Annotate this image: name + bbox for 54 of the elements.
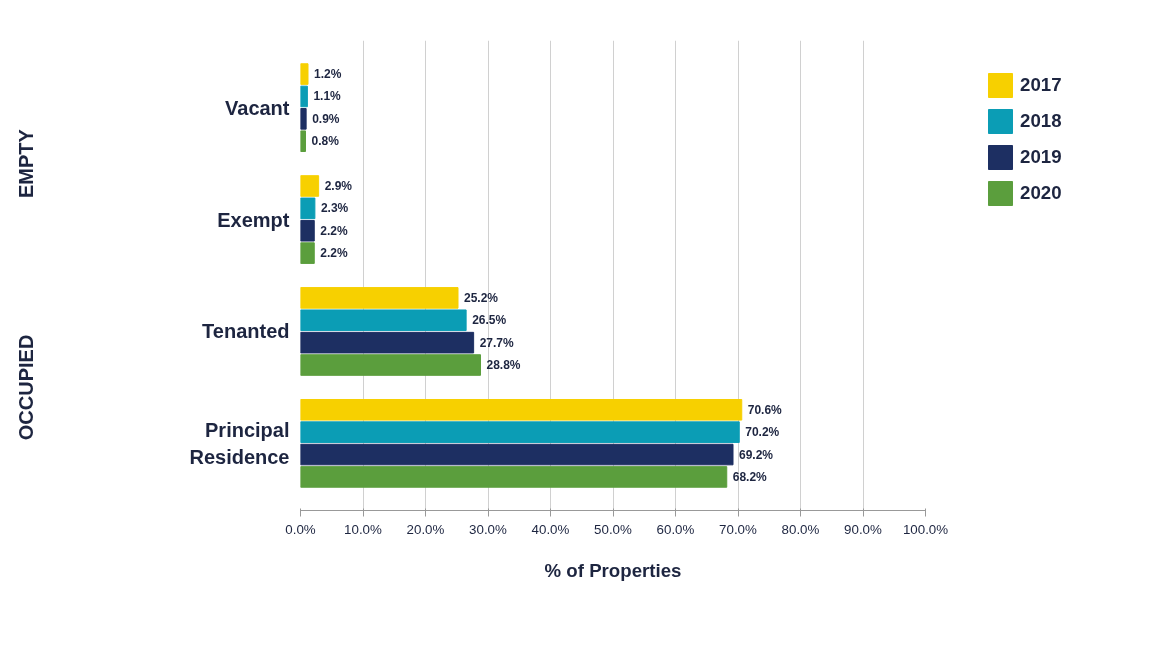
data-label: 2.9% xyxy=(324,178,353,193)
data-label: 70.6% xyxy=(747,402,783,417)
data-label: 70.2% xyxy=(745,425,780,440)
bar xyxy=(300,398,743,421)
x-tick-label: 70.0% xyxy=(719,521,758,537)
x-tick-label: 20.0% xyxy=(406,521,445,537)
data-label: 0.9% xyxy=(312,111,340,126)
y-tick-label: Principal Residence xyxy=(189,419,290,468)
data-label: 68.2% xyxy=(732,469,768,484)
data-label: 0.8% xyxy=(311,134,340,149)
bar xyxy=(300,354,481,376)
x-axis-title: % of Properties xyxy=(544,559,682,581)
data-label: 69.2% xyxy=(739,447,774,462)
text: OCCUPIED xyxy=(14,334,37,441)
data-label: 1.2% xyxy=(314,67,342,82)
bar xyxy=(300,466,728,488)
bar xyxy=(300,443,734,466)
bar xyxy=(300,108,307,130)
bar xyxy=(300,219,315,242)
x-tick-label: 30.0% xyxy=(469,521,508,537)
y-tick-label: Tenanted xyxy=(202,320,290,343)
data-label: 2.2% xyxy=(320,223,348,238)
legend-label: 2018 xyxy=(1020,110,1062,132)
bar xyxy=(300,309,467,332)
data-label: 28.8% xyxy=(486,358,521,373)
x-tick-label: 90.0% xyxy=(844,521,883,537)
legend-label: 2017 xyxy=(1020,74,1062,96)
bar xyxy=(300,421,740,443)
data-label: 27.7% xyxy=(479,335,514,350)
data-label: 2.2% xyxy=(320,246,348,261)
text: EMPTY xyxy=(14,128,37,199)
bar xyxy=(300,331,475,354)
legend-label: 2020 xyxy=(1020,182,1062,204)
bar xyxy=(300,287,459,309)
x-tick-label: 80.0% xyxy=(781,521,820,537)
x-tick-label: 50.0% xyxy=(594,521,633,537)
bar xyxy=(300,197,316,220)
bar xyxy=(300,242,315,264)
bar xyxy=(300,85,308,108)
bar xyxy=(300,175,320,197)
bar xyxy=(300,63,309,85)
legend-label: 2019 xyxy=(1020,146,1062,168)
x-tick-label: 40.0% xyxy=(531,521,570,537)
data-label: 26.5% xyxy=(472,313,507,328)
x-tick-label: 10.0% xyxy=(344,521,383,537)
data-label: 25.2% xyxy=(464,290,499,305)
y-tick-label: Vacant xyxy=(225,96,290,119)
x-tick-label: 60.0% xyxy=(656,521,695,537)
y-tick-label: Exempt xyxy=(217,208,290,231)
x-tick-label: 0.0% xyxy=(285,521,316,537)
data-label: 2.3% xyxy=(320,201,349,216)
data-label: 1.1% xyxy=(313,89,342,104)
bar xyxy=(300,130,306,153)
x-tick-label: 100.0% xyxy=(902,521,949,537)
